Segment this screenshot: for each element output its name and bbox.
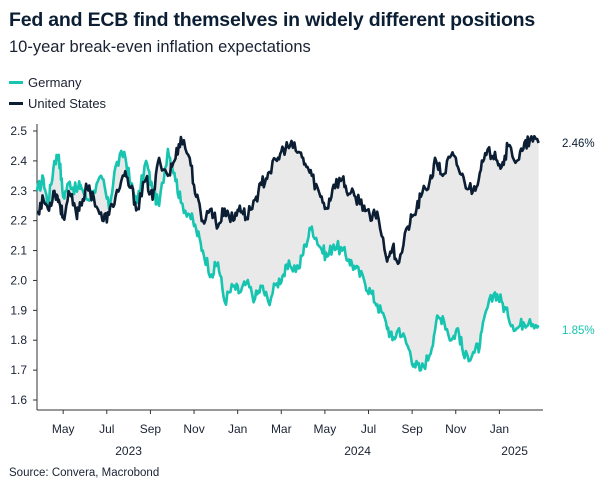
y-tick-label: 2.2 (10, 214, 27, 228)
series-line-united-states (36, 134, 540, 266)
legend-label-germany: Germany (28, 75, 82, 90)
end-label-germany: 1.85% (562, 325, 595, 337)
legend-item-united-states: United States (9, 93, 106, 114)
x-tick-label-year: 2024 (344, 444, 371, 458)
legend-swatch-germany (9, 81, 23, 84)
legend-label-united-states: United States (28, 96, 107, 111)
legend-item-germany: Germany (9, 72, 106, 93)
y-tick-label: 2.4 (10, 154, 27, 168)
x-tick-label-month: Jul (99, 422, 114, 436)
x-tick-label-month: Nov (445, 422, 466, 436)
x-tick-label-month: May (314, 422, 337, 436)
y-tick-label: 1.9 (10, 303, 27, 317)
x-tick-label-month: Jan (490, 422, 509, 436)
x-tick-label-month: Mar (271, 422, 292, 436)
chart-title: Fed and ECB find themselves in widely di… (9, 9, 536, 31)
end-label-united-states: 2.46% (562, 138, 595, 150)
x-tick-label-month: Jan (228, 422, 247, 436)
x-tick-label-year: 2025 (501, 444, 528, 458)
gap-shading (37, 136, 539, 371)
x-tick-label-month: Jul (361, 422, 376, 436)
x-tick-label-month: Sep (401, 422, 423, 436)
y-tick-label: 1.7 (10, 363, 27, 377)
x-tick-label-month: Nov (183, 422, 204, 436)
y-tick-label: 2.3 (10, 184, 27, 198)
y-tick-label: 1.6 (10, 393, 27, 407)
source-note: Source: Convera, Macrobond (9, 467, 160, 479)
legend-swatch-united-states (9, 102, 23, 105)
x-tick-label-month: Sep (140, 422, 162, 436)
series-line-germany (35, 147, 540, 372)
y-tick-label: 2.1 (10, 244, 27, 258)
chart-subtitle: 10-year break-even inflation expectation… (9, 38, 311, 56)
legend: Germany United States (9, 72, 106, 114)
x-tick-label-year: 2023 (115, 444, 142, 458)
x-tick-label-month: May (52, 422, 75, 436)
y-tick-label: 2.5 (10, 124, 27, 138)
y-tick-label: 2.0 (10, 273, 27, 287)
y-tick-label: 1.8 (10, 333, 27, 347)
